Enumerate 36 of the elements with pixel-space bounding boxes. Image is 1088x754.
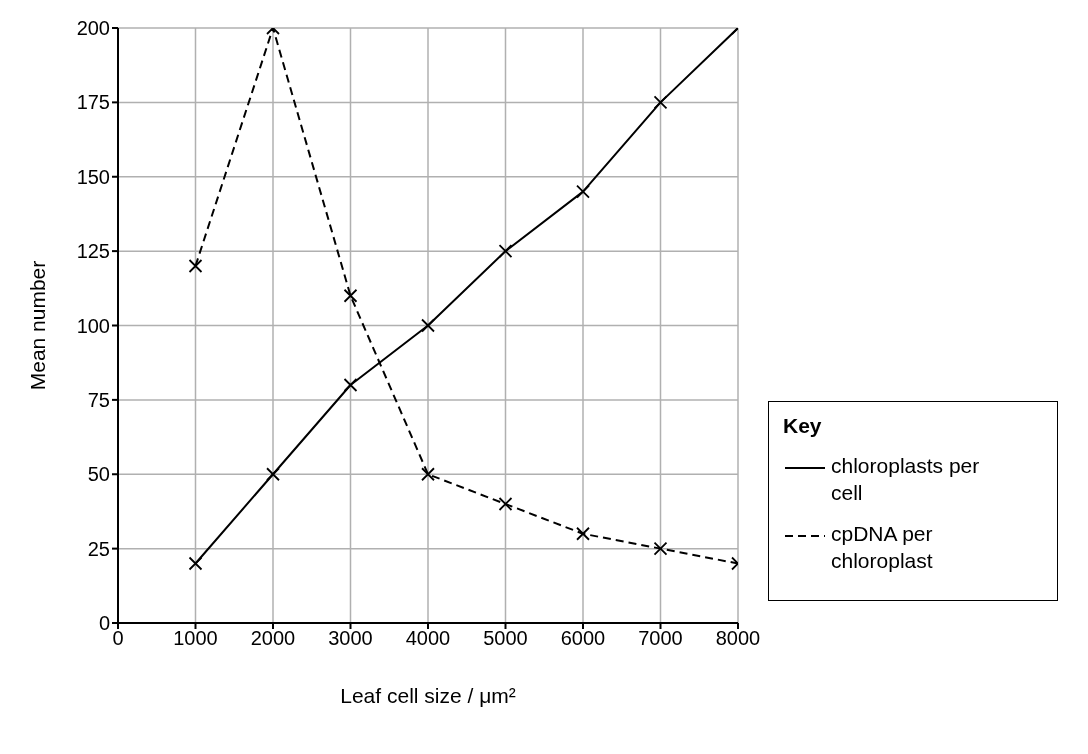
- x-tick-label: 1000: [173, 627, 218, 650]
- point: [498, 497, 513, 511]
- point: [421, 467, 435, 482]
- y-tick-label: 0: [98, 612, 110, 635]
- y-tick-label: 75: [87, 388, 110, 411]
- legend-label: cpDNA per chloroplast: [831, 520, 934, 574]
- x-tick-label: 4000: [405, 627, 451, 650]
- point: [576, 184, 590, 199]
- point: [188, 259, 203, 273]
- y-tick-label: 200: [76, 17, 110, 40]
- x-tick-label: 7000: [638, 627, 683, 650]
- point: [421, 318, 435, 333]
- point: [498, 244, 513, 259]
- y-tick-label: 175: [76, 91, 110, 114]
- point: [266, 467, 280, 482]
- y-tick-label: 125: [76, 240, 110, 263]
- x-tick-label: 2000: [250, 627, 296, 650]
- y-tick-label: 50: [87, 463, 110, 486]
- point: [653, 541, 668, 556]
- x-tick-label: 6000: [560, 627, 606, 650]
- y-tick-label: 150: [76, 165, 110, 188]
- legend-label: chloroplasts per cell: [831, 452, 981, 506]
- point: [188, 556, 203, 571]
- y-tick-label: 100: [76, 314, 110, 337]
- x-tick-label: 5000: [483, 627, 528, 650]
- y-tick-label: 25: [87, 537, 110, 560]
- y-axis-title: Mean number: [26, 260, 50, 391]
- point: [653, 95, 668, 110]
- x-tick-label: 8000: [715, 627, 761, 650]
- legend-title: Key: [783, 413, 823, 438]
- x-tick-label: 0: [112, 627, 124, 650]
- x-axis-title: Leaf cell size / μm²: [340, 684, 516, 707]
- x-tick-label: 3000: [328, 627, 373, 650]
- point: [576, 526, 590, 541]
- point: [343, 378, 358, 392]
- point: [343, 288, 358, 303]
